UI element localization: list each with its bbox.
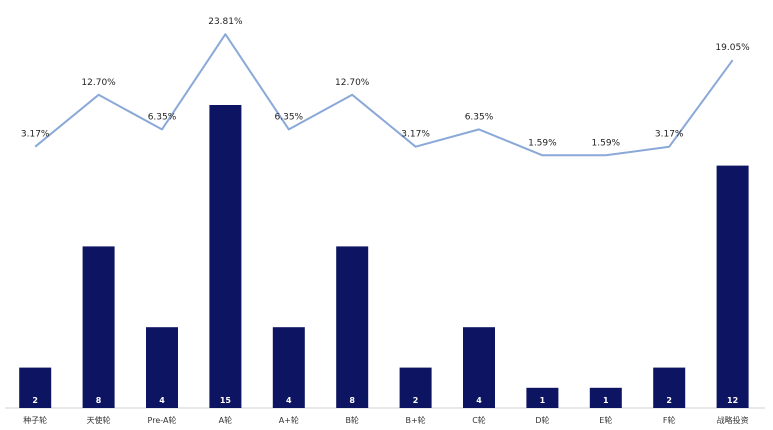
percent-label-0: 3.17% xyxy=(21,130,50,140)
bar-value-label-1: 8 xyxy=(96,396,102,405)
category-label-0: 种子轮 xyxy=(23,415,47,425)
bar-11 xyxy=(716,165,749,408)
percent-label-8: 1.59% xyxy=(528,138,557,148)
bar-1 xyxy=(82,246,115,408)
bar-value-label-5: 8 xyxy=(349,396,355,405)
percent-label-9: 1.59% xyxy=(592,138,621,148)
bar-10 xyxy=(653,367,686,408)
category-label-9: E轮 xyxy=(599,415,612,425)
category-label-1: 天使轮 xyxy=(87,415,111,425)
bar-value-label-2: 4 xyxy=(159,396,165,405)
bars-layer: 2 8 4 15 4 8 2 4 1 1 2 12 xyxy=(19,105,749,408)
category-label-10: F轮 xyxy=(663,415,676,425)
percent-label-1: 12.70% xyxy=(81,78,116,88)
category-label-7: C轮 xyxy=(472,415,486,425)
percent-label-2: 6.35% xyxy=(148,112,177,122)
bar-value-label-9: 1 xyxy=(603,396,609,405)
bar-value-label-7: 4 xyxy=(476,396,482,405)
percent-label-11: 19.05% xyxy=(715,43,750,53)
percent-label-6: 3.17% xyxy=(401,130,430,140)
percent-label-5: 12.70% xyxy=(335,78,370,88)
bar-5 xyxy=(336,246,369,408)
bar-value-label-6: 2 xyxy=(413,396,419,405)
bar-value-label-4: 4 xyxy=(286,396,292,405)
category-label-8: D轮 xyxy=(535,415,549,425)
bar-3 xyxy=(209,105,242,408)
percent-label-3: 23.81% xyxy=(208,17,243,27)
bar-value-label-0: 2 xyxy=(32,396,38,405)
bar-value-label-11: 12 xyxy=(727,396,738,405)
category-label-5: B轮 xyxy=(345,415,359,425)
bar-value-label-3: 15 xyxy=(220,396,232,405)
bar-value-label-8: 1 xyxy=(540,396,546,405)
bar-4 xyxy=(272,327,305,408)
percent-label-10: 3.17% xyxy=(655,130,684,140)
bar-6 xyxy=(399,367,432,408)
bar-8 xyxy=(526,387,559,408)
bar-0 xyxy=(19,367,52,408)
bar-2 xyxy=(146,327,178,408)
percent-label-4: 6.35% xyxy=(275,112,304,122)
category-label-4: A+轮 xyxy=(279,415,299,425)
categories-layer: 种子轮 天使轮 Pre-A轮 A轮 A+轮 B轮 B+轮 C轮 D轮 E轮 F轮 战略投资 xyxy=(23,415,748,425)
bar-7 xyxy=(463,327,495,408)
bar-9 xyxy=(589,387,622,408)
bar-value-label-10: 2 xyxy=(666,396,672,405)
category-label-6: B+轮 xyxy=(405,415,425,425)
labels-layer: 3.17% 12.70% 6.35% 23.81% 6.35% 12.70% 3.17% 6.… xyxy=(21,17,750,148)
category-label-2: Pre-A轮 xyxy=(148,415,177,425)
line-layer xyxy=(34,33,734,157)
percent-line xyxy=(34,33,734,157)
category-label-3: A轮 xyxy=(219,415,232,425)
percent-label-7: 6.35% xyxy=(465,112,494,122)
category-label-11: 战略投资 xyxy=(717,415,749,425)
